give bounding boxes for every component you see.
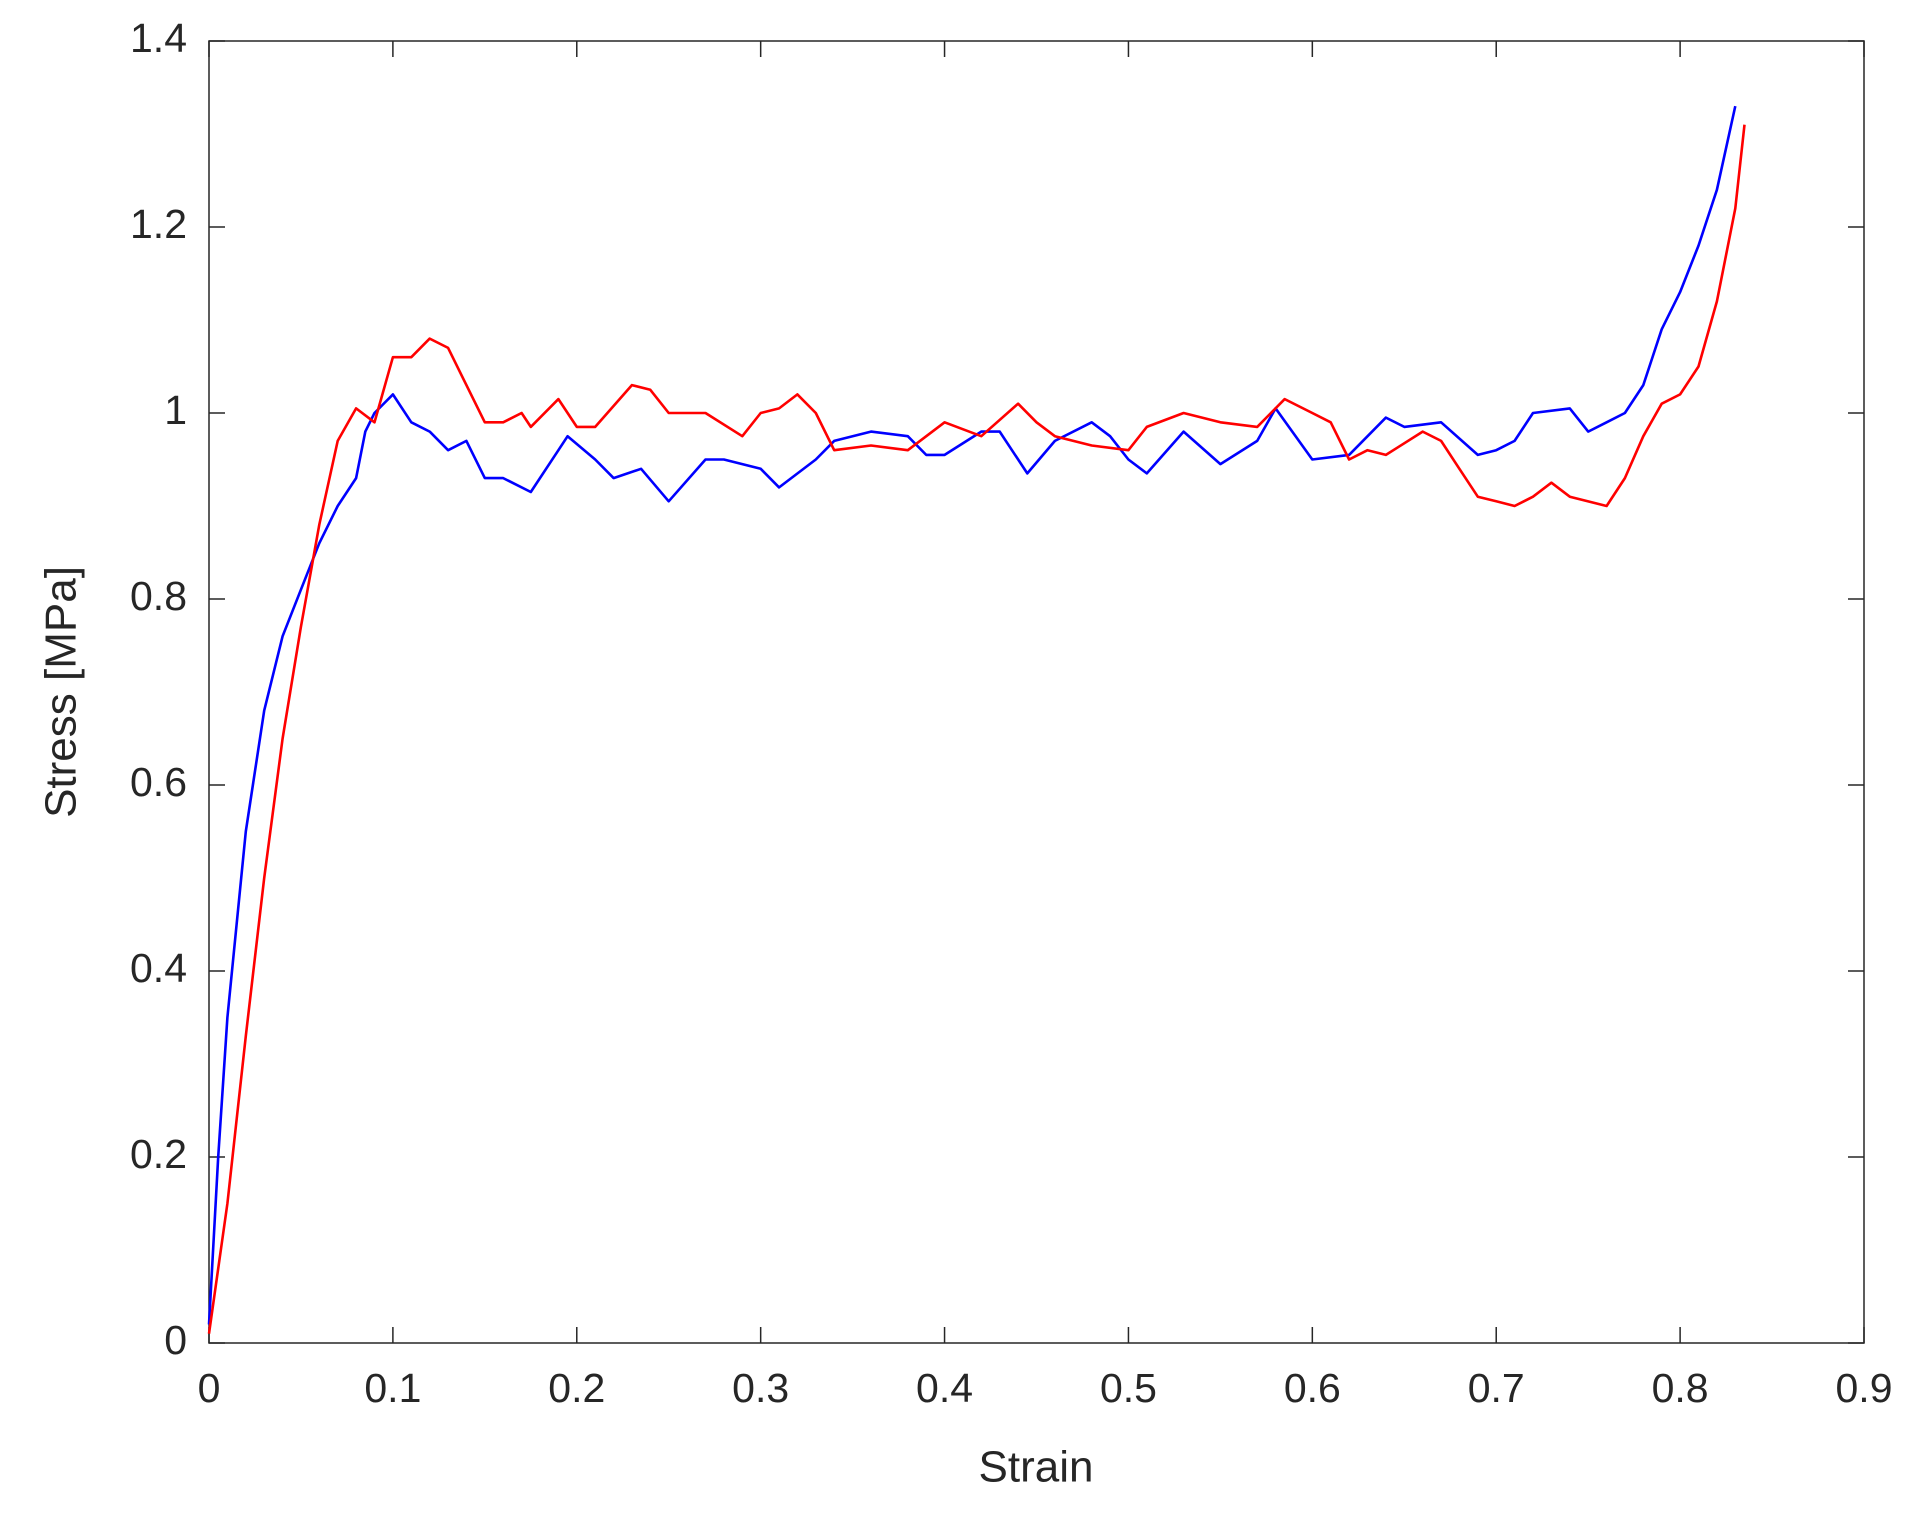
y-tick-label: 1.2: [130, 201, 187, 247]
series-line: [207, 124, 1746, 1334]
x-tick-label: 0: [198, 1365, 221, 1411]
series-line: [207, 105, 1737, 1325]
y-axis-label: Stress [MPa]: [37, 566, 86, 818]
x-tick-label: 0.6: [1284, 1365, 1341, 1411]
x-tick-label: 0.2: [548, 1365, 605, 1411]
x-tick-label: 0.4: [916, 1365, 973, 1411]
x-tick-label: 0.1: [364, 1365, 421, 1411]
y-tick-label: 0.8: [130, 573, 187, 619]
y-tick-label: 0.2: [130, 1131, 187, 1177]
x-tick-label: 0.5: [1100, 1365, 1157, 1411]
plot-frame: [208, 40, 1865, 1344]
x-tick-label: 0.3: [732, 1365, 789, 1411]
x-axis-label: Strain: [979, 1443, 1094, 1492]
y-tick-label: 0: [164, 1317, 187, 1363]
y-tick-label: 1: [164, 387, 187, 433]
x-tick-label: 0.7: [1468, 1365, 1525, 1411]
y-tick-label: 0.6: [130, 759, 187, 805]
y-tick-label: 1.4: [130, 15, 187, 61]
x-tick-label: 0.8: [1652, 1365, 1709, 1411]
x-tick-label: 0.9: [1836, 1365, 1893, 1411]
y-tick-label: 0.4: [130, 945, 187, 991]
